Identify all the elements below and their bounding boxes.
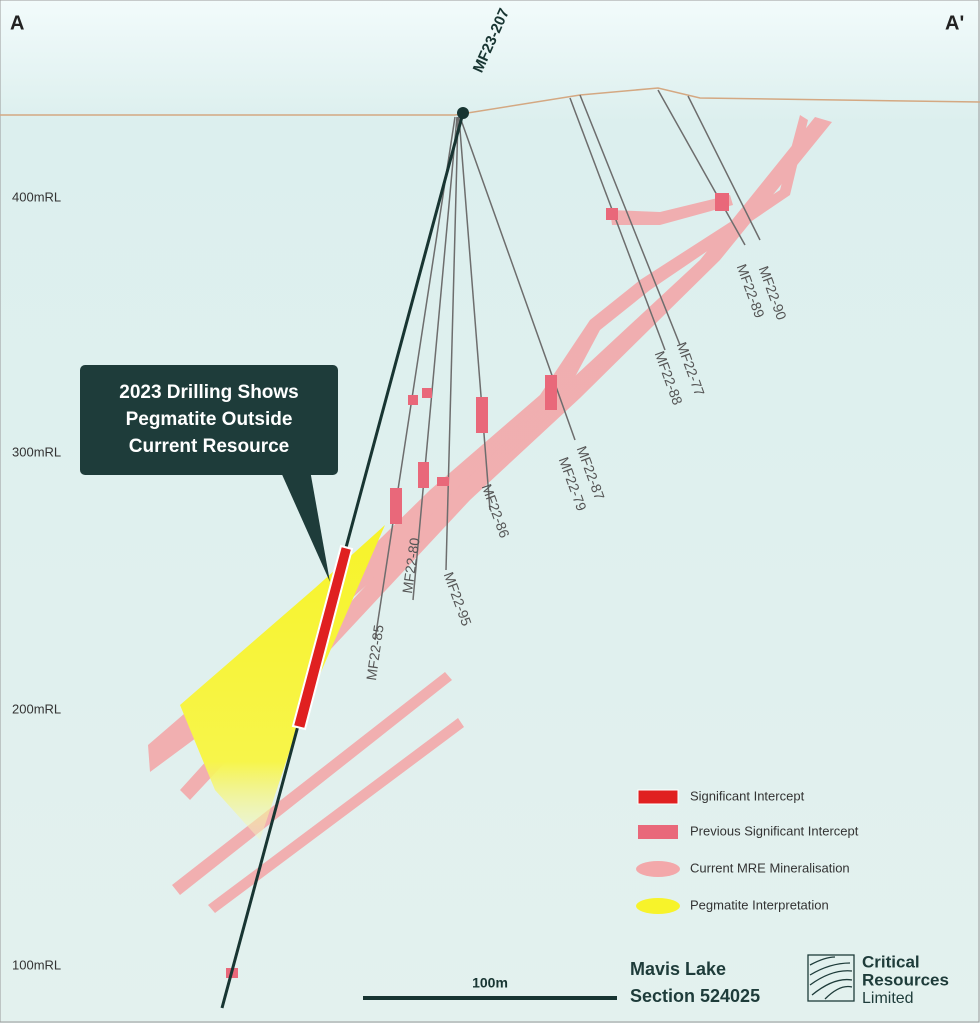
legend-swatch xyxy=(637,789,679,805)
drill-holes xyxy=(374,89,761,641)
callout-text: 2023 Drilling Shows xyxy=(119,382,299,403)
legend-label: Current MRE Mineralisation xyxy=(690,860,850,875)
elevation-label: 400mRL xyxy=(12,189,61,204)
section-start: A xyxy=(10,12,24,34)
collar xyxy=(457,107,469,119)
logo-text: Limited xyxy=(862,990,914,1007)
surface xyxy=(0,87,980,116)
legend-swatch xyxy=(638,825,678,839)
legend-swatch xyxy=(636,898,680,914)
hole-label: MF22-80 xyxy=(399,537,423,595)
legend-label: Previous Significant Intercept xyxy=(690,823,859,838)
logo-text: Resources xyxy=(862,970,949,989)
title: Mavis Lake xyxy=(630,959,726,979)
logo-text: Critical xyxy=(862,952,920,971)
elevation-label: 200mRL xyxy=(12,701,61,716)
section-end: A' xyxy=(945,12,964,34)
elevation-label: 300mRL xyxy=(12,444,61,459)
callout-text: Current Resource xyxy=(129,436,290,457)
legend-swatch xyxy=(636,861,680,877)
logo-icon xyxy=(807,954,855,1002)
scale-label: 100m xyxy=(472,975,508,991)
callout-pointer xyxy=(280,470,330,582)
callout-text: Pegmatite Outside xyxy=(126,409,293,430)
significant-intercept xyxy=(291,544,354,731)
legend-label: Pegmatite Interpretation xyxy=(690,897,829,912)
elevation-label: 100mRL xyxy=(12,957,61,972)
title: Section 524025 xyxy=(630,986,760,1006)
callout-box xyxy=(80,365,338,475)
legend-label: Significant Intercept xyxy=(690,788,805,803)
hole-label: MF22-85 xyxy=(363,624,387,682)
